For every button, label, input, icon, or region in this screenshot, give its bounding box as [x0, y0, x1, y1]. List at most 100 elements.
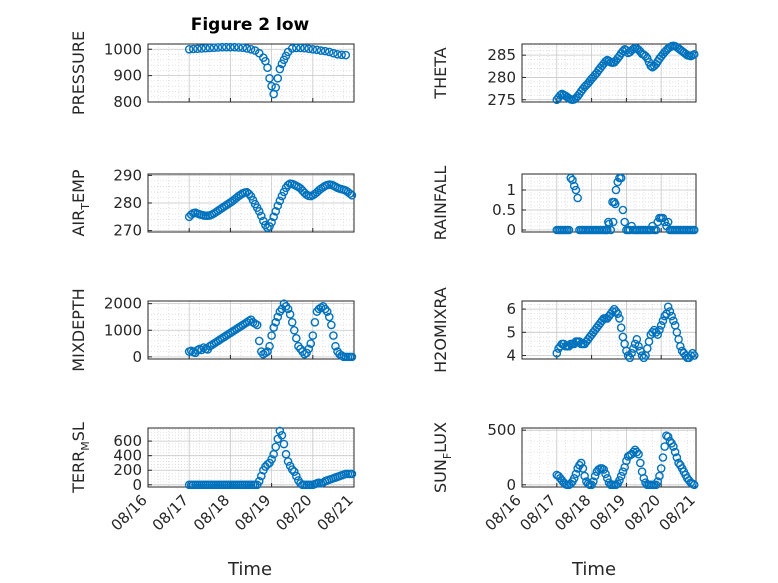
y-axis-label: AIRTEMP [69, 169, 92, 236]
y-axis-label-subscript: M [79, 441, 92, 451]
data-point [275, 64, 285, 74]
subplot-6: 4 5 6 H2OMIXRA [431, 287, 699, 373]
data-point [641, 51, 650, 61]
data-point [289, 325, 299, 335]
data-point [287, 465, 297, 474]
data-point [651, 225, 661, 235]
data-point [616, 471, 626, 481]
y-tick-label: 0 [506, 476, 516, 494]
axes-box [147, 43, 355, 103]
data-point [573, 193, 582, 203]
data-point [637, 351, 647, 360]
data-point [347, 352, 357, 362]
data-point [634, 449, 643, 459]
data-point [634, 341, 643, 351]
data-point [273, 312, 283, 322]
y-tick-label: 285 [487, 46, 516, 64]
data-point [653, 477, 663, 486]
data-point [341, 50, 351, 60]
data-point [616, 323, 626, 332]
data-point [263, 347, 272, 356]
data-point [304, 44, 313, 54]
data-point [663, 302, 673, 312]
subplot-5: 0 1000 2000 MIXDEPTH [69, 288, 357, 372]
y-axis-label-part: SL [69, 422, 88, 441]
data-point [296, 43, 305, 53]
data-point [669, 316, 678, 326]
y-tick-label: 275 [487, 91, 516, 109]
data-point [312, 45, 322, 55]
data-point [304, 344, 313, 354]
data-point [337, 50, 346, 60]
data-point [646, 225, 656, 235]
data-point [269, 212, 278, 222]
data-point [618, 205, 628, 215]
data-point [663, 432, 673, 442]
y-tick-label: 280 [487, 68, 516, 86]
data-point [347, 190, 357, 200]
data-point [658, 453, 668, 462]
data-point [608, 217, 618, 227]
data-point [670, 447, 680, 457]
data-point [308, 331, 318, 340]
data-point [256, 211, 266, 221]
data-point [689, 480, 699, 490]
data-point [569, 181, 579, 191]
y-axis-label: SUNFLUX [431, 422, 454, 493]
data-point [333, 49, 342, 59]
data-point [322, 307, 332, 316]
data-point [275, 426, 285, 436]
data-point [267, 218, 276, 227]
subplot-3: 270 280 290 AIRTEMP [69, 166, 357, 240]
y-tick-label: 280 [113, 194, 142, 212]
y-axis-label-subscript: T [79, 203, 92, 211]
data-point [186, 346, 196, 356]
data-point [226, 42, 235, 52]
data-point [576, 458, 586, 468]
y-axis-label-subscript: F [441, 453, 454, 459]
data-point [329, 331, 338, 340]
data-point [221, 42, 231, 52]
data-point [265, 341, 274, 351]
data-point [275, 196, 285, 206]
data-point [265, 73, 274, 83]
data-point [273, 73, 283, 83]
y-tick-label: 4 [506, 347, 516, 365]
data-point [300, 43, 309, 53]
data-point [292, 43, 301, 53]
y-tick-label: 0 [132, 476, 142, 494]
y-tick-label: 600 [113, 432, 142, 450]
data-point [292, 333, 301, 343]
y-axis-label: TERRMSL [69, 422, 92, 494]
data-point [292, 471, 301, 481]
data-point [256, 471, 266, 481]
data-point [271, 206, 281, 216]
data-point [324, 47, 334, 57]
y-axis-label: PRESSURE [69, 31, 88, 115]
data-point [663, 217, 673, 227]
data-point [610, 199, 620, 209]
data-point [571, 469, 581, 479]
data-point [209, 43, 219, 52]
data-point [589, 477, 598, 486]
data-point [329, 48, 338, 58]
y-tick-label: 1 [506, 181, 516, 199]
data-point [660, 442, 669, 451]
y-axis-label: THETA [431, 47, 450, 99]
y-tick-label: 900 [113, 67, 142, 85]
data-point [283, 457, 293, 466]
data-point [287, 44, 297, 53]
data-point [646, 61, 656, 71]
data-point [234, 43, 243, 52]
data-point [242, 44, 252, 53]
data-point [552, 348, 562, 358]
data-point [316, 303, 326, 312]
data-point [238, 43, 248, 52]
data-point [244, 189, 254, 199]
data-point [616, 173, 626, 183]
data-point [287, 317, 297, 327]
data-point [345, 189, 355, 198]
y-tick-label: 5 [506, 323, 516, 341]
data-point [277, 430, 287, 440]
